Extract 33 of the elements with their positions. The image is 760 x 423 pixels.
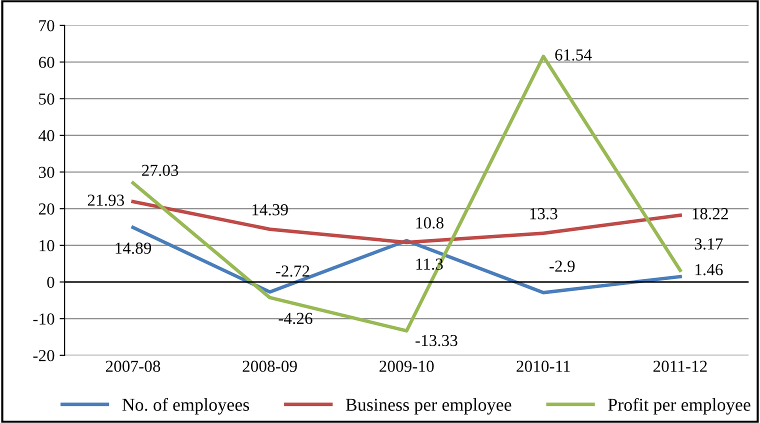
y-tick-label: 60 bbox=[38, 56, 54, 68]
data-label: -13.33 bbox=[416, 334, 458, 346]
line-series bbox=[131, 200, 682, 244]
data-label: 3.17 bbox=[694, 238, 723, 250]
data-label: 13.3 bbox=[530, 208, 558, 220]
data-label: -2.72 bbox=[276, 266, 310, 277]
data-label: 61.54 bbox=[555, 49, 592, 61]
x-tick-label: 2011-12 bbox=[653, 360, 707, 372]
y-tick-label: -10 bbox=[33, 313, 54, 325]
x-tick-label: 2007-08 bbox=[106, 360, 160, 372]
y-tick-label: 10 bbox=[40, 240, 54, 252]
y-tick-label: 70 bbox=[39, 20, 54, 32]
y-tick-label: -20 bbox=[33, 350, 54, 362]
data-label: -4.26 bbox=[278, 312, 312, 324]
legend-label: Profit per employee bbox=[608, 398, 750, 415]
data-label: 10.8 bbox=[416, 217, 444, 229]
y-tick-label: 30 bbox=[39, 166, 54, 178]
data-label: 14.39 bbox=[252, 204, 288, 216]
y-tick-label: 0 bbox=[47, 276, 54, 288]
data-label: 1.46 bbox=[696, 264, 723, 276]
data-label: 21.93 bbox=[88, 194, 124, 206]
data-label: -2.9 bbox=[550, 260, 575, 272]
y-tick-label: 50 bbox=[39, 93, 54, 105]
legend-label: No. of employees bbox=[122, 398, 250, 415]
x-tick-label: 2009-10 bbox=[380, 360, 434, 372]
data-label: 18.22 bbox=[692, 208, 728, 220]
x-tick-label: 2010-11 bbox=[516, 360, 570, 372]
data-label: 27.03 bbox=[142, 164, 178, 176]
legend-label: Business per employee bbox=[346, 398, 512, 415]
data-label: 14.89 bbox=[116, 242, 152, 254]
y-tick-label: 40 bbox=[38, 130, 54, 142]
x-tick-label: 2008-09 bbox=[242, 360, 297, 372]
y-tick-label: 20 bbox=[38, 203, 54, 215]
